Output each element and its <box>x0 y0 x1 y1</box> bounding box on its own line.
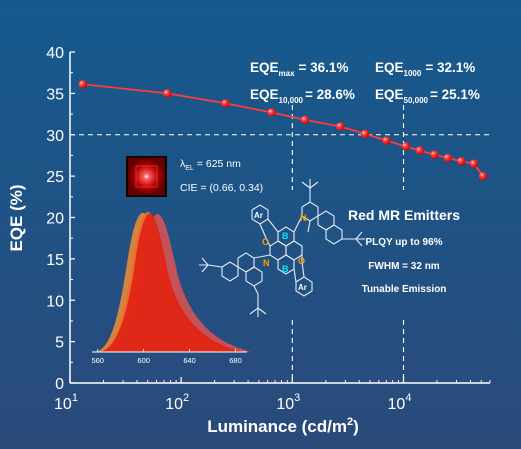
x-axis-label-sup: 2 <box>347 416 353 428</box>
info-tunable: Tunable Emission <box>362 284 447 295</box>
x-tick-label: 102 <box>165 392 189 413</box>
data-point <box>221 99 230 108</box>
data-points <box>78 80 488 181</box>
atom-nitrogen-right: N <box>300 213 307 223</box>
data-point <box>415 146 424 155</box>
y-tick-label: 40 <box>46 45 64 62</box>
y-axis-label: EQE (%) <box>7 184 26 251</box>
data-point <box>443 153 452 163</box>
data-point <box>267 108 276 117</box>
stat-50000: EQE50,000 = 25.1% <box>375 87 480 105</box>
data-point <box>300 115 310 125</box>
stat-10000: EQE10,000 = 28.6% <box>250 87 355 105</box>
y-tick-label: 25 <box>46 169 64 186</box>
y-tick-label: 20 <box>46 211 64 228</box>
molecule-atoms: B B N N O O Ar Ar <box>254 211 307 292</box>
inset-tick-label: 560 <box>91 356 104 365</box>
x-axis-label: Luminance (cd/m2) <box>207 416 359 436</box>
data-point <box>478 171 488 181</box>
el-spectra-inset: 560 600 640 680 <box>91 211 250 365</box>
inset-x-ticks: 560 600 640 680 <box>91 349 242 365</box>
y-tick-label: 5 <box>55 335 64 352</box>
info-plqy: PLQY up to 96% <box>365 237 442 248</box>
y-tick-label: 0 <box>55 376 64 393</box>
data-point <box>336 122 345 131</box>
data-point <box>456 157 466 166</box>
data-point <box>401 142 411 151</box>
y-axis-ticks: 0 5 10 15 20 25 30 35 40 <box>46 45 75 393</box>
data-point <box>360 129 370 139</box>
inset-tick-label: 640 <box>183 356 196 365</box>
atom-nitrogen-left: N <box>263 258 270 268</box>
data-point <box>78 80 87 89</box>
stat-max: EQEmax = 36.1% <box>250 60 348 78</box>
reference-lines <box>70 105 490 383</box>
y-tick-label: 35 <box>46 86 64 103</box>
data-point <box>163 89 172 98</box>
x-axis-label-close: ) <box>353 417 359 436</box>
stat-1000: EQE1000 = 32.1% <box>375 60 475 78</box>
info-title: Red MR Emitters <box>348 207 460 223</box>
inset-lambda: λEL = 625 nm <box>180 158 241 172</box>
info-block: Red MR Emitters PLQY up to 96% FWHM = 32… <box>348 207 460 295</box>
aryl-lower: Ar <box>298 283 307 292</box>
x-axis-label-main: Luminance (cd/m <box>207 417 347 436</box>
atom-oxygen-left: O <box>262 237 269 247</box>
y-tick-label: 30 <box>46 128 64 145</box>
atom-boron-top: B <box>282 231 289 241</box>
atom-boron-bottom: B <box>282 264 289 274</box>
device-photo <box>126 156 167 197</box>
y-tick-label: 15 <box>46 252 64 269</box>
eqe-stats: EQEmax = 36.1% EQE1000 = 32.1% EQE10,000 = … <box>250 60 480 105</box>
x-tick-label: 103 <box>276 392 300 413</box>
data-point <box>469 159 479 168</box>
atom-oxygen-right: O <box>298 256 305 266</box>
y-tick-label: 10 <box>46 293 64 310</box>
data-point <box>382 136 391 145</box>
x-tick-label: 101 <box>54 392 78 413</box>
data-point <box>430 150 439 159</box>
info-fwhm: FWHM = 32 nm <box>368 261 440 272</box>
inset-cie: CIE = (0.66, 0.34) <box>180 182 263 194</box>
molecule-structure <box>199 179 365 317</box>
inset-tick-label: 600 <box>137 356 150 365</box>
aryl-upper: Ar <box>254 211 263 220</box>
spectrum-red <box>99 213 246 352</box>
x-tick-label: 104 <box>388 392 412 413</box>
inset-tick-label: 680 <box>229 356 242 365</box>
x-axis-ticks: 101 102 103 104 <box>54 377 491 413</box>
